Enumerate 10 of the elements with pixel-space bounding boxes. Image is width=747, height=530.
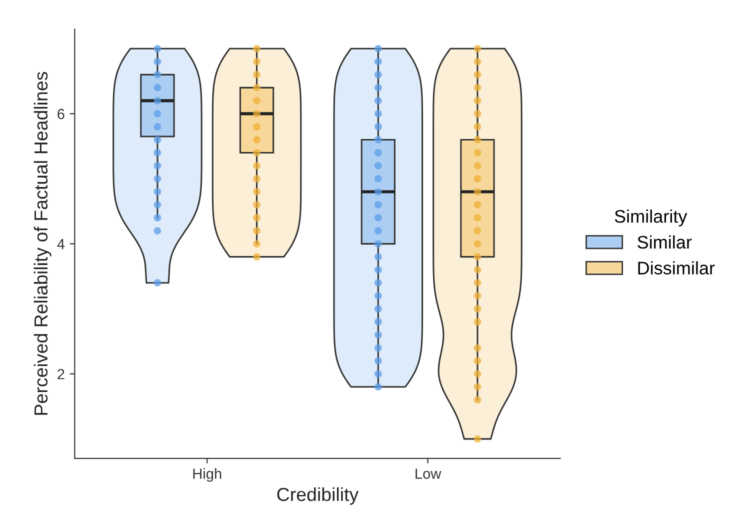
x-tick-label: High [193, 468, 222, 482]
legend-title: Similarity [614, 210, 688, 226]
y-tick-label: 4 [57, 239, 65, 250]
y-tick-label: 2 [58, 368, 64, 380]
x-axis-title: Credibility [277, 487, 359, 505]
legend-label: Similar [638, 235, 692, 249]
y-tick-label: 6 [58, 108, 64, 120]
x-tick-label: Low [416, 468, 442, 479]
y-axis-title: Perceived Reliability of Factual Headlines [34, 72, 52, 415]
legend-label: Dissimilar [638, 261, 715, 275]
